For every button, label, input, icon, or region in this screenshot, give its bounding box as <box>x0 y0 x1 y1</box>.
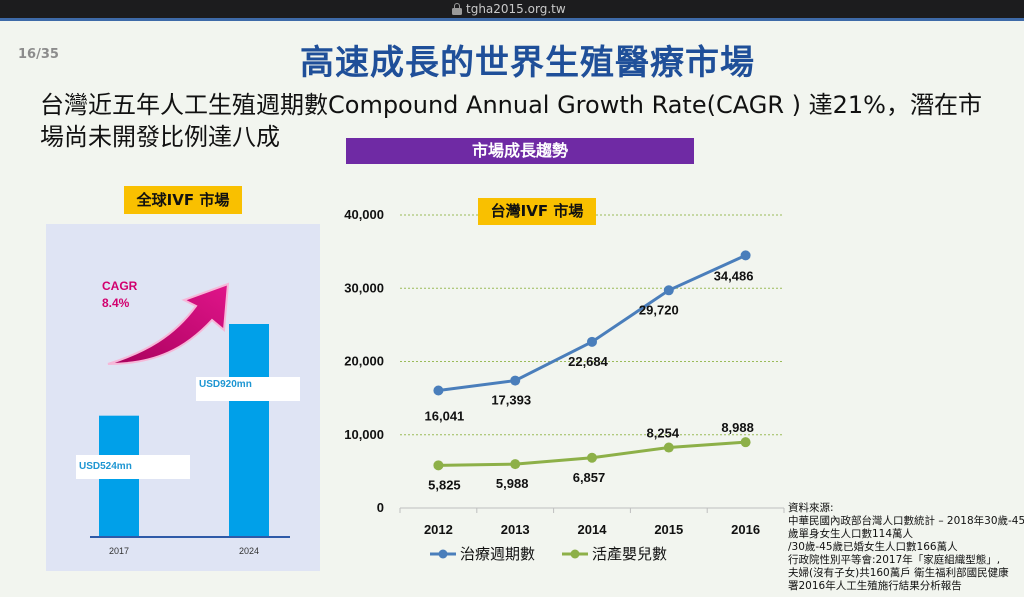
data-point <box>740 437 751 448</box>
data-label: 17,393 <box>491 393 531 408</box>
presentation-slide: 16/35 高速成長的世界生殖醫療市場 台灣近五年人工生殖週期數Compound… <box>0 21 1024 597</box>
data-label: 34,486 <box>714 268 754 283</box>
x-tick-label: 2016 <box>731 522 760 537</box>
data-point <box>587 452 597 463</box>
source-line: 署2016年人工生殖施行結果分析報告 <box>788 580 962 592</box>
slide-subtitle: 台灣近五年人工生殖週期數Compound Annual Growth Rate(… <box>40 89 1024 155</box>
global-ivf-label: 全球IVF 市場 <box>124 186 242 214</box>
data-point <box>740 250 751 261</box>
data-label: 5,825 <box>428 477 461 492</box>
y-tick-label: 20,000 <box>344 354 384 369</box>
y-tick-label: 30,000 <box>344 280 384 295</box>
x-tick-label: 2014 <box>578 522 608 537</box>
url-text: tgha2015.org.tw <box>466 2 566 16</box>
page-number: 16/35 <box>18 47 59 62</box>
global-bars <box>99 324 269 537</box>
subtitle-line-1: 台灣近五年人工生殖週期數Compound Annual Growth Rate(… <box>40 91 982 119</box>
chart-series: 16,041 17,393 22,684 29,720 34,486 5,825 5,988… <box>425 250 754 492</box>
source-note: 資料來源: 中華民國內政部台灣人口數統計 – 2018年30歲-45 歲單身女生… <box>788 502 1024 593</box>
data-point <box>510 375 521 386</box>
legend-marker <box>570 549 580 559</box>
chart-legend: 治療週期數 活產嬰兒數 <box>430 546 667 563</box>
browser-address-bar[interactable]: tgha2015.org.tw <box>0 0 1024 18</box>
y-tick-label: 40,000 <box>344 207 384 222</box>
data-point <box>433 385 444 396</box>
data-point <box>510 459 521 470</box>
source-heading: 資料來源: <box>788 502 834 514</box>
source-line: /30歲-45歲已婚女生人口數166萬人 <box>788 541 958 553</box>
data-point <box>663 285 674 296</box>
global-x-label-2024: 2024 <box>239 546 259 556</box>
y-axis-ticks: 0 10,000 20,000 30,000 40,000 <box>344 207 384 515</box>
y-tick-label: 0 <box>377 500 384 515</box>
data-point <box>663 442 674 453</box>
lock-icon <box>452 3 462 15</box>
series-line-1 <box>438 254 747 392</box>
data-label: 8,254 <box>647 426 680 441</box>
cagr-label: CAGR <box>102 279 138 293</box>
value-label-2017: USD524mn <box>79 461 132 472</box>
x-tick-label: 2013 <box>501 522 530 537</box>
slide-top-border <box>0 18 1024 21</box>
data-label: 6,857 <box>573 470 606 485</box>
growth-arrow-icon <box>107 282 230 365</box>
data-label: 29,720 <box>639 302 679 317</box>
global-x-label-2017: 2017 <box>109 546 129 556</box>
global-ivf-chart: CAGR 8.4% 2017 2024 USD524mn USD920mn <box>76 279 300 556</box>
cagr-value: 8.4% <box>102 296 130 310</box>
global-ivf-panel: CAGR 8.4% 2017 2024 USD524mn USD920mn <box>46 224 320 571</box>
source-line: 行政院性別平等會:2017年「家庭組織型態」, <box>788 554 1001 566</box>
x-tick-label: 2015 <box>654 522 683 537</box>
source-line: 歲單身女生人口數114萬人 <box>788 528 914 540</box>
data-label: 5,988 <box>496 476 529 491</box>
data-point <box>587 336 597 347</box>
y-tick-label: 10,000 <box>344 427 384 442</box>
source-line: 中華民國內政部台灣人口數統計 – 2018年30歲-45 <box>788 515 1024 527</box>
url-display[interactable]: tgha2015.org.tw <box>452 1 566 17</box>
legend-label: 治療週期數 <box>460 546 535 563</box>
taiwan-ivf-label: 台灣IVF 市場 <box>478 198 596 225</box>
value-box-2017 <box>76 455 190 479</box>
market-trend-banner: 市場成長趨勢 <box>346 138 694 164</box>
value-label-2024: USD920mn <box>199 379 252 390</box>
data-label: 22,684 <box>568 354 609 369</box>
subtitle-line-2: 場尚未開發比例達八成 <box>40 123 280 151</box>
global-bar-2024 <box>229 324 269 537</box>
x-axis-ticks: 2012 2013 2014 2015 2016 <box>399 508 785 537</box>
data-label: 8,988 <box>721 420 754 435</box>
source-line: 夫婦(沒有子女)共160萬戶 衛生福利部國民健康 <box>788 567 1009 579</box>
slide-title: 高速成長的世界生殖醫療市場 <box>300 43 755 83</box>
data-label: 16,041 <box>425 408 465 423</box>
x-tick-label: 2012 <box>424 522 453 537</box>
data-point <box>433 460 444 471</box>
legend-marker <box>438 549 448 559</box>
value-box-2024 <box>196 377 300 401</box>
legend-label: 活產嬰兒數 <box>592 546 667 563</box>
